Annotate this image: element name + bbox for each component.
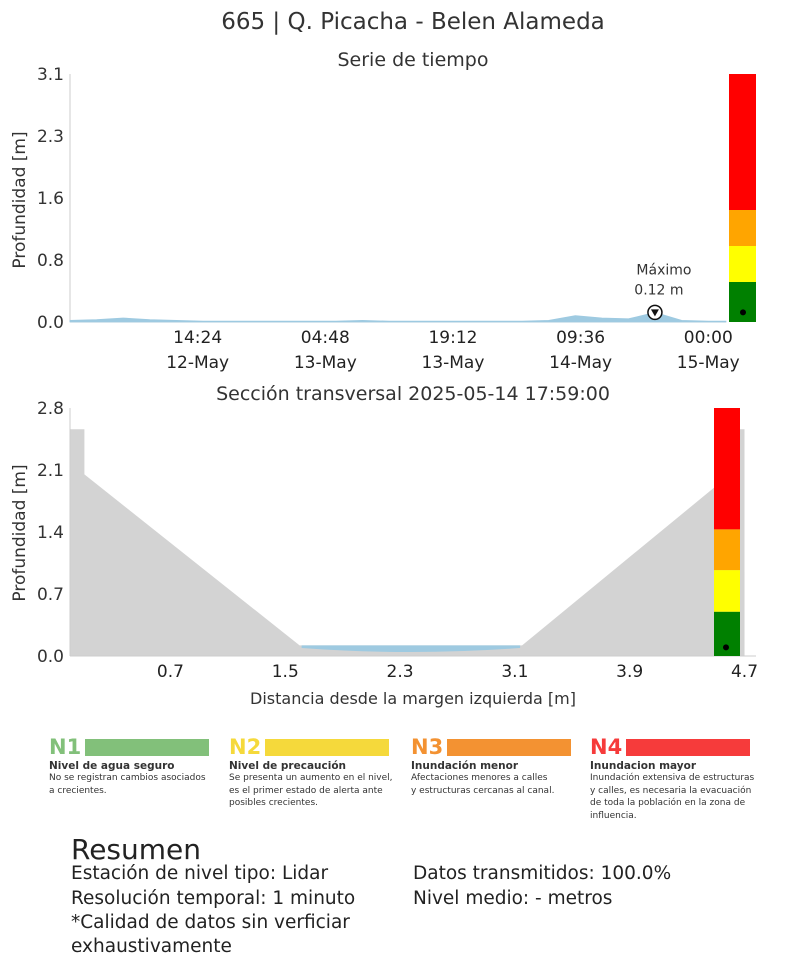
- cross-section-title: Sección transversal 2025-05-14 17:59:00: [216, 383, 610, 405]
- cs-x-tick-label: 4.7: [731, 662, 758, 682]
- legend-n3-desc: Afectaciones menores a calles y estructur…: [411, 773, 555, 796]
- ts-y-tick-label: 1.6: [37, 189, 64, 209]
- cross-section-xlabel: Distancia desde la margen izquierda [m]: [250, 689, 576, 708]
- ts-y-tick-label: 0.8: [37, 251, 64, 271]
- ts-x-tick-time: 14:24: [173, 328, 222, 348]
- legend-n4-code: N4: [590, 735, 623, 759]
- legend-n2-title: Nivel de precaución: [229, 760, 347, 772]
- ts-y-tick-label: 3.1: [37, 65, 64, 85]
- summary-resolution: Resolución temporal: 1 minuto: [71, 888, 356, 909]
- cs-x-tick-label: 1.5: [272, 662, 299, 682]
- legend-n4-title: Inundacion mayor: [590, 760, 697, 772]
- summary-mean-level: Nivel medio: - metros: [413, 888, 613, 909]
- cs-alert-level-n4: [714, 408, 740, 530]
- summary-title: Resumen: [71, 833, 202, 866]
- cs-x-tick-label: 3.9: [616, 662, 643, 682]
- ts-x-tick-date: 14-May: [549, 353, 612, 373]
- legend-n1-desc: No se registran cambios asociados a creci…: [49, 773, 206, 796]
- alert-level-n2: [729, 246, 756, 282]
- legend-n4-desc: Inundación extensiva de estructuras y cal…: [590, 773, 755, 821]
- cs-x-tick-label: 3.1: [501, 662, 528, 682]
- ts-x-tick-date: 15-May: [677, 353, 740, 373]
- maximum-annotation: Máximo 0.12 m: [634, 262, 691, 321]
- summary-quality-note-cont: exhaustivamente: [71, 936, 232, 957]
- legend-n4: N4 Inundacion mayor Inundación extensiva…: [590, 734, 760, 822]
- cs-y-tick-label: 2.1: [37, 461, 64, 481]
- alert-level-n4: [729, 74, 756, 210]
- legend-n2-code: N2: [229, 735, 262, 759]
- cross-section-chart: Sección transversal 2025-05-14 17:59:00 …: [10, 383, 758, 708]
- legend-n2-desc: Se presenta un aumento en el nivel, es el…: [229, 773, 393, 808]
- time-series-ylabel: Profundidad [m]: [10, 131, 30, 268]
- time-series-title: Serie de tiempo: [338, 49, 489, 71]
- ts-x-tick-date: 13-May: [422, 353, 485, 373]
- ts-x-tick-time: 19:12: [428, 328, 477, 348]
- legend-n1-code: N1: [49, 735, 82, 759]
- time-series-chart: Serie de tiempo Profundidad [m] 0.0 0.8 1.…: [10, 49, 756, 373]
- cs-y-tick-label: 1.4: [37, 523, 64, 543]
- ts-x-tick-date: 12-May: [166, 353, 229, 373]
- legend-n1-swatch: [85, 738, 210, 756]
- maximum-triangle-icon: [650, 309, 659, 317]
- legend-n3-title: Inundación menor: [411, 760, 519, 772]
- maximum-value: 0.12 m: [634, 282, 683, 298]
- summary-data-transmitted: Datos transmitidos: 100.0%: [413, 863, 672, 884]
- cross-section-alert-bar: [714, 408, 740, 656]
- ts-x-tick-date: 13-May: [294, 353, 357, 373]
- time-series-alert-bar: [729, 74, 756, 322]
- cs-y-tick-label: 0.7: [37, 585, 64, 605]
- legend-n2-swatch: [265, 738, 390, 756]
- water-surface: [301, 645, 521, 652]
- cross-section-ylabel: Profundidad [m]: [10, 464, 30, 601]
- cs-y-tick-label: 0.0: [37, 647, 64, 667]
- legend-n1-title: Nivel de agua seguro: [49, 760, 175, 772]
- summary-station-type: Estación de nivel tipo: Lidar: [71, 863, 329, 884]
- ts-x-tick-time: 09:36: [556, 328, 605, 348]
- legend-n1: N1 Nivel de agua seguro No se registran …: [49, 734, 219, 797]
- cs-x-tick-label: 2.3: [387, 662, 414, 682]
- cs-alert-level-n2: [714, 570, 740, 612]
- current-level-dot: [740, 309, 746, 316]
- ts-x-tick-time: 04:48: [301, 328, 350, 348]
- alert-level-n3: [729, 210, 756, 246]
- legend-n3: N3 Inundación menor Afectaciones menores…: [411, 734, 581, 797]
- summary-quality-note: *Calidad de datos sin verficiar: [71, 912, 350, 933]
- cs-x-tick-label: 0.7: [157, 662, 184, 682]
- legend-n4-swatch: [626, 738, 751, 756]
- time-series-depth-area: [69, 311, 727, 323]
- ts-x-tick-time: 00:00: [684, 328, 733, 348]
- ts-y-tick-label: 2.3: [37, 127, 64, 147]
- cs-alert-level-n3: [714, 529, 740, 571]
- maximum-label: Máximo: [636, 262, 691, 278]
- cs-y-tick-label: 2.8: [37, 399, 64, 419]
- legend-n3-swatch: [447, 738, 572, 756]
- alert-level-n1: [729, 282, 756, 322]
- legend-n3-code: N3: [411, 735, 444, 759]
- legend-n2: N2 Nivel de precaución Se presenta un au…: [229, 734, 399, 810]
- channel-profile: [70, 429, 745, 656]
- ts-y-tick-label: 0.0: [37, 313, 64, 333]
- page-title: 665 | Q. Picacha - Belen Alameda: [221, 9, 605, 35]
- cs-current-level-dot: [723, 644, 729, 651]
